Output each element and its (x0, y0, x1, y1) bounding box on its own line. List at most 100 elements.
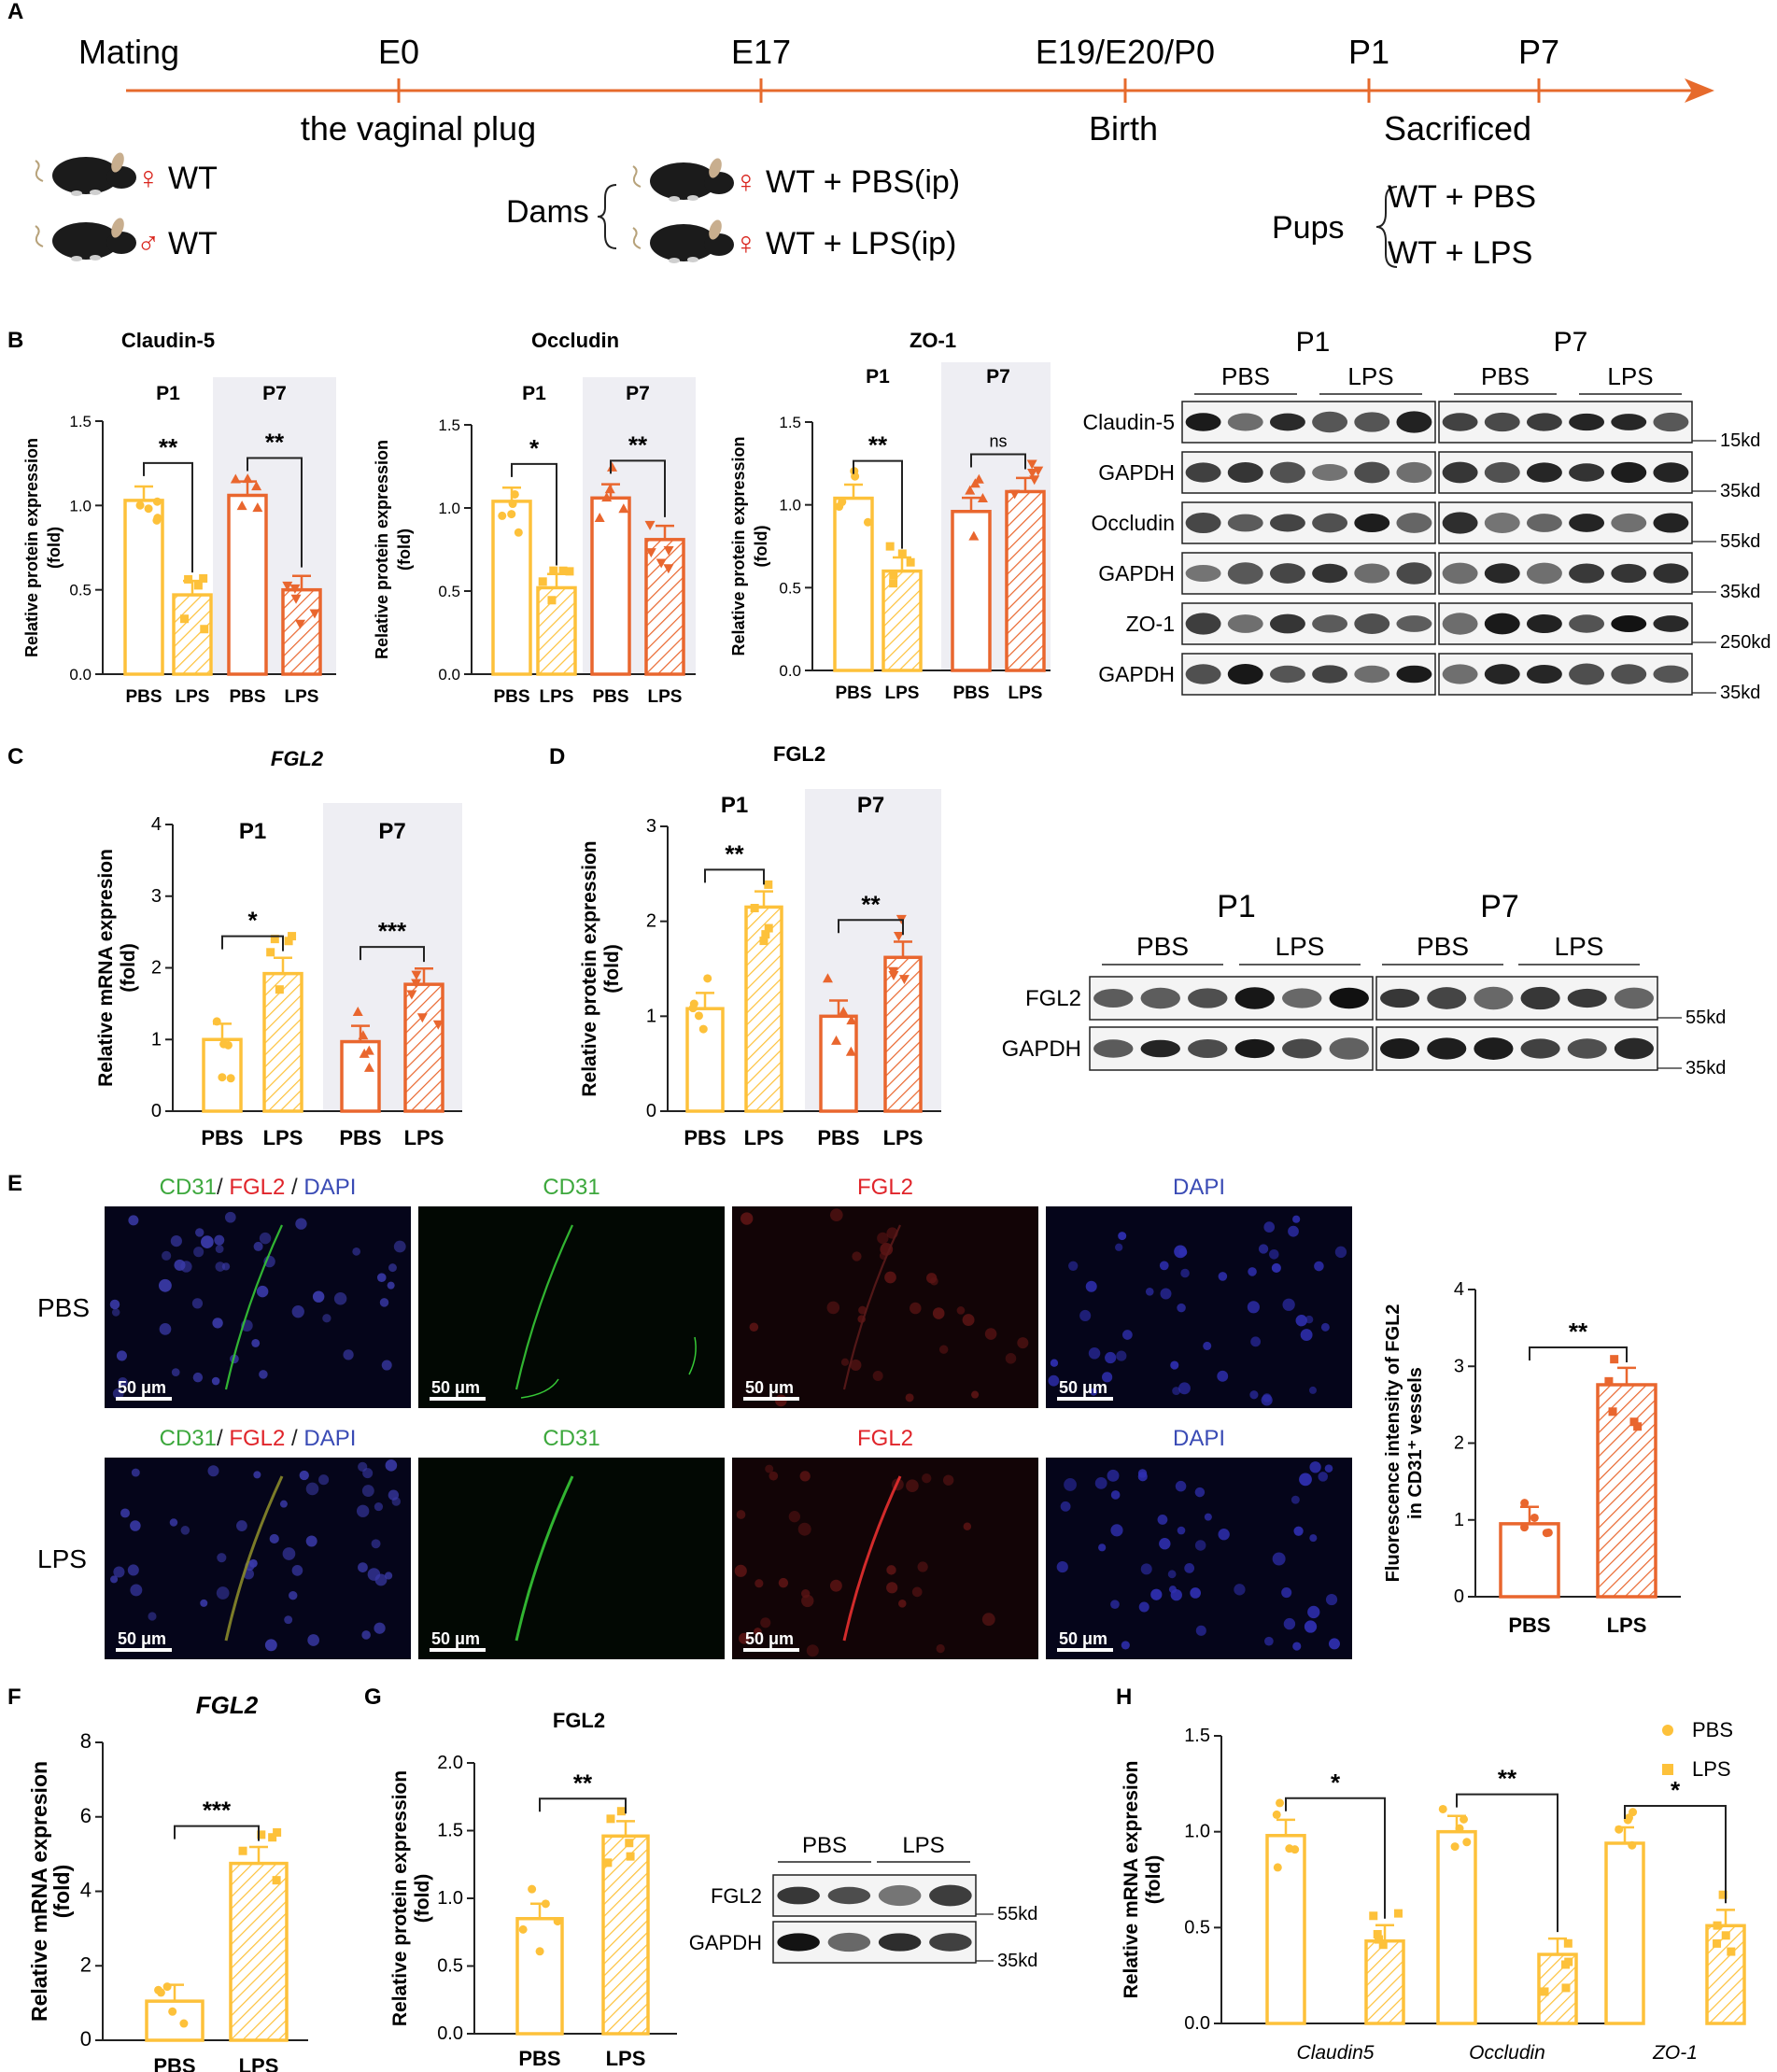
nucleus (1318, 1472, 1329, 1482)
mouse-foot (687, 195, 698, 201)
data-point (601, 492, 613, 502)
significance-label: ** (725, 839, 744, 867)
data-point (1615, 1825, 1624, 1834)
blot-membrane (1438, 451, 1693, 494)
blot-band (1354, 613, 1390, 634)
blot-band (1227, 461, 1263, 484)
blot-condition-label: PBS (1136, 932, 1189, 961)
nucleus (148, 1612, 157, 1621)
significance-label: ** (861, 890, 881, 918)
data-point (1520, 1523, 1530, 1532)
micro-channel-name: / (285, 1426, 303, 1451)
bar (229, 1861, 289, 2042)
nucleus (1295, 1315, 1307, 1327)
x-tick-label: Occludin (1469, 2042, 1545, 2064)
micro-channel-name: DAPI (1173, 1175, 1225, 1200)
bar (491, 500, 532, 676)
data-point (432, 1020, 444, 1030)
blot-row-label: ZO-1 (1126, 612, 1175, 636)
nucleus (840, 1358, 850, 1366)
mouse-body (52, 157, 120, 194)
data-point (309, 609, 320, 619)
data-point (193, 581, 203, 590)
blot-membrane (1181, 501, 1436, 544)
data-point (1563, 1938, 1573, 1948)
data-point (688, 1004, 698, 1013)
nucleus (1194, 1540, 1206, 1551)
nucleus (739, 1632, 750, 1644)
nucleus (333, 1292, 347, 1305)
kd-label: 15kd (1720, 430, 1760, 451)
nucleus (217, 1553, 227, 1563)
blot-band (1526, 514, 1562, 532)
panel-label-d: D (549, 744, 565, 769)
nucleus (1194, 1487, 1206, 1498)
x-tick-label: LPS (404, 1126, 444, 1149)
nucleus (872, 1370, 883, 1381)
nucleus (180, 1526, 190, 1535)
nucleus (358, 1562, 368, 1572)
significance-label: ** (265, 428, 285, 456)
blot-group-label: P1 (1217, 889, 1256, 924)
blot-band (1396, 411, 1432, 433)
nucleus (1157, 1515, 1168, 1525)
blot-band (1569, 413, 1605, 431)
blot-band (1611, 563, 1647, 584)
significance-bracket (221, 935, 284, 951)
timeline-sacrificed: Sacrificed (1384, 109, 1531, 148)
nucleus (1272, 1552, 1286, 1566)
timeline-p1: P1 (1348, 33, 1389, 71)
mouse-ear (111, 152, 124, 173)
significance-label: ns (989, 431, 1007, 450)
nucleus (381, 1360, 392, 1371)
data-point (698, 1024, 708, 1034)
y-tick-label: 1.0 (779, 497, 801, 514)
nucleus (1110, 1490, 1121, 1500)
blot-band (1396, 665, 1432, 684)
nucleus (1180, 1268, 1190, 1278)
data-point (1530, 1513, 1539, 1522)
data-point (510, 489, 519, 499)
data-point (656, 558, 667, 569)
blot-group-label: P7 (1554, 327, 1588, 358)
blot-band (1354, 412, 1390, 432)
data-point (889, 571, 898, 580)
nucleus (932, 1307, 945, 1319)
male-symbol: ♂ (136, 226, 161, 261)
blot-band (1484, 461, 1520, 484)
data-point (294, 619, 305, 629)
blot-membrane (1375, 976, 1658, 1021)
y-tick-label: 1.5 (1184, 1726, 1210, 1746)
data-point (200, 625, 209, 634)
mouse-tail (632, 227, 642, 249)
nucleus (1064, 1478, 1077, 1491)
mouse-body (52, 222, 120, 260)
pup-lps-label: WT + LPS (1388, 235, 1532, 271)
nucleus (393, 1240, 406, 1253)
nucleus (801, 1589, 811, 1599)
y-tick-label: 1.0 (437, 1888, 463, 1909)
data-point (257, 1830, 266, 1839)
blot-band (1567, 1038, 1607, 1059)
nucleus (1048, 1374, 1060, 1387)
bar (281, 587, 322, 676)
scale-bar-label: 50 μm (118, 1378, 166, 1397)
data-point (538, 577, 547, 586)
blot-band (1312, 614, 1348, 633)
nucleus (1177, 1526, 1186, 1535)
nucleus (755, 1579, 764, 1588)
x-tick-label: LPS (239, 2054, 279, 2072)
bar (881, 569, 923, 672)
nucleus (788, 1511, 800, 1523)
nucleus (1282, 1298, 1295, 1311)
nucleus (118, 1377, 128, 1388)
data-point (906, 557, 915, 567)
significance-label: * (529, 434, 540, 462)
nucleus (305, 1482, 319, 1496)
nucleus (374, 1501, 384, 1512)
nucleus (1079, 1309, 1092, 1321)
nucleus (1177, 1303, 1186, 1313)
data-point (1713, 1938, 1722, 1948)
nucleus (387, 1281, 395, 1290)
